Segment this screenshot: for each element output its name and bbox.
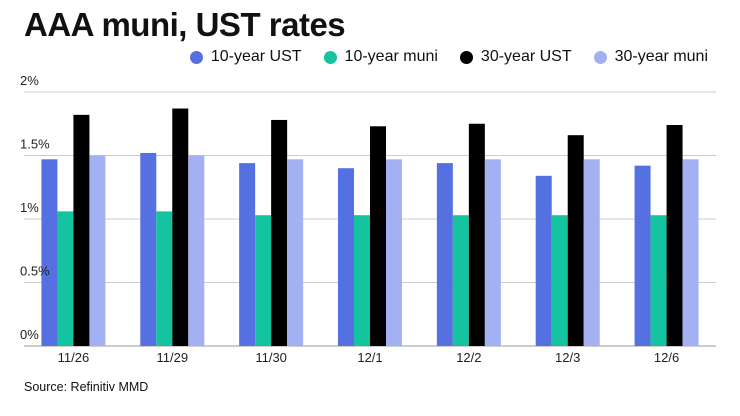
legend-label-10yr-muni: 10-year muni [344,48,438,65]
bar [682,159,699,346]
bar [156,211,173,346]
axis-labels: 0% 0.5% 1% 1.5% 2% 11/26 11/29 11/30 12/1 12/2 12/… [20,73,679,365]
legend-label-10yr-ust: 10-year UST [210,48,302,65]
bar [452,215,469,346]
x-tick-label: 12/3 [555,350,580,365]
bar [172,108,189,346]
y-tick-label: 1% [20,200,39,215]
bar [73,114,90,346]
bar [535,175,552,346]
bar [468,123,485,346]
bar [370,126,386,346]
x-tick-label: 12/1 [357,350,382,365]
bar [551,215,568,346]
legend-item-30yr-ust: 30-year UST [459,48,572,66]
legend-swatch-30yr-ust [459,50,473,64]
bar [255,215,272,346]
bar [287,159,304,346]
bar [140,152,157,346]
bar [338,168,354,346]
bar [57,211,74,346]
legend-swatch-30yr-muni [593,50,607,64]
bar [188,155,205,346]
bar [634,165,651,346]
x-tick-label: 11/30 [255,350,287,365]
y-tick-label: 2% [20,73,39,88]
bar [567,135,584,346]
legend-item-10yr-muni: 10-year muni [323,48,438,66]
bar [239,163,256,346]
bar [41,159,58,346]
bar [583,159,600,346]
legend: 10-year UST 10-year muni 30-year UST 30-… [189,48,708,66]
y-tick-label: 1.5% [20,137,50,152]
legend-label-30yr-muni: 30-year muni [614,48,708,65]
source-note: Source: Refinitiv MMD [24,380,149,394]
legend-swatch-10yr-ust [189,50,203,64]
bar [484,159,501,346]
chart-title: AAA muni, UST rates [24,6,346,43]
x-tick-label: 11/29 [156,350,188,365]
y-tick-label: 0.5% [20,264,50,279]
bar [89,155,106,346]
legend-label-30yr-ust: 30-year UST [480,48,572,65]
bars [41,108,699,347]
legend-item-30yr-muni: 30-year muni [593,48,708,66]
bar [271,119,288,346]
legend-item-10yr-ust: 10-year UST [189,48,302,66]
bar [386,159,402,346]
y-tick-label: 0% [20,327,39,342]
x-tick-label: 11/26 [58,350,90,365]
legend-swatch-10yr-muni [323,50,337,64]
bar [650,215,667,346]
bar [436,163,453,346]
x-tick-label: 12/6 [654,350,679,365]
x-tick-label: 12/2 [456,350,481,365]
bar [354,215,370,346]
bar [666,125,683,347]
